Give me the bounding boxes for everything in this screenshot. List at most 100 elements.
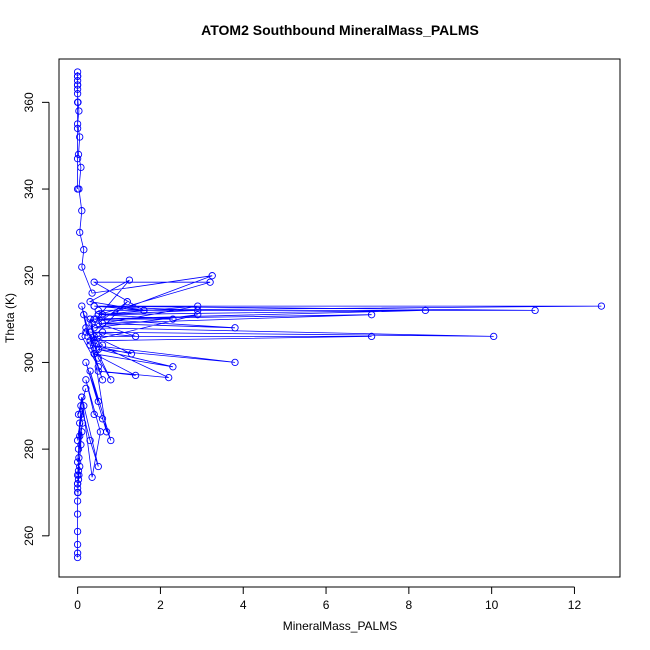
data-point	[94, 306, 102, 315]
data-point	[82, 384, 90, 393]
series-layer	[73, 68, 606, 562]
data-point	[94, 397, 102, 406]
data-point	[490, 332, 498, 341]
y-tick-label: 320	[22, 265, 36, 285]
data-point	[194, 311, 202, 319]
data-point	[131, 371, 140, 380]
data-point	[73, 497, 82, 505]
data-point	[98, 341, 107, 349]
data-point	[92, 345, 100, 354]
data-point	[73, 77, 82, 85]
x-tick-label: 0	[74, 598, 81, 612]
data-point	[73, 510, 82, 518]
data-point	[82, 328, 90, 336]
y-tick-label: 260	[22, 525, 36, 545]
data-point	[74, 150, 83, 159]
data-point	[102, 428, 111, 436]
x-tick-label: 6	[323, 598, 330, 612]
data-point	[86, 337, 94, 345]
data-point	[531, 306, 539, 315]
data-point	[76, 432, 84, 440]
data-point	[90, 337, 98, 345]
data-point	[421, 306, 430, 315]
data-point	[165, 373, 173, 382]
data-point	[88, 289, 96, 297]
data-point	[80, 311, 88, 319]
data-point	[367, 311, 376, 319]
data-point	[78, 302, 86, 310]
data-point	[80, 402, 88, 410]
x-tick-label: 12	[568, 598, 582, 612]
data-point	[78, 207, 86, 215]
chart-title: ATOM2 Southbound MineralMass_PALMS	[201, 22, 479, 38]
data-point	[94, 367, 102, 375]
data-point	[78, 393, 86, 401]
data-point	[90, 278, 98, 286]
data-point	[98, 376, 107, 384]
data-point	[90, 350, 98, 358]
data-point	[86, 367, 94, 375]
data-point	[86, 341, 94, 349]
data-point	[73, 68, 82, 76]
data-point	[73, 458, 82, 466]
data-point	[80, 246, 88, 254]
data-point	[75, 454, 83, 462]
data-point	[131, 332, 140, 341]
x-tick-label: 4	[240, 598, 247, 612]
data-point	[94, 311, 102, 319]
y-tick-label: 360	[22, 92, 36, 112]
data-point	[123, 298, 131, 306]
data-point	[73, 549, 82, 557]
data-point	[73, 98, 82, 106]
plot-frame	[58, 58, 621, 578]
data-point	[76, 228, 84, 237]
data-point	[90, 302, 98, 310]
data-point	[86, 298, 94, 306]
data-point	[73, 488, 82, 497]
data-point	[125, 276, 134, 284]
data-point	[92, 315, 100, 323]
data-point	[77, 410, 85, 419]
data-point	[94, 354, 102, 362]
data-point	[74, 467, 83, 475]
data-point	[76, 419, 84, 427]
data-point	[78, 263, 86, 271]
data-point	[78, 419, 87, 427]
data-point	[88, 473, 96, 481]
data-point	[73, 155, 82, 163]
data-point	[74, 445, 83, 453]
data-point	[140, 306, 148, 315]
data-point	[73, 480, 82, 488]
data-point	[73, 120, 82, 128]
data-point	[231, 324, 239, 332]
x-tick-label: 10	[485, 598, 499, 612]
data-point	[90, 315, 98, 323]
data-point	[94, 462, 102, 471]
data-point	[73, 124, 82, 133]
data-point	[231, 358, 239, 367]
y-tick-label: 280	[22, 439, 36, 459]
series-line	[77, 72, 602, 558]
data-point	[73, 471, 82, 479]
data-point	[90, 324, 98, 332]
data-point	[82, 324, 90, 332]
data-point	[98, 415, 107, 423]
data-point	[73, 85, 82, 93]
data-point	[74, 410, 83, 419]
data-point	[169, 363, 177, 371]
data-point	[169, 315, 177, 323]
data-point	[76, 462, 84, 471]
data-point	[90, 332, 98, 341]
data-point	[73, 81, 82, 89]
data-point	[94, 345, 102, 354]
data-point	[73, 527, 82, 536]
y-axis: 260 280 300 320 340 360	[22, 92, 50, 546]
data-point	[206, 278, 214, 286]
x-axis-label: MineralMass_PALMS	[283, 619, 397, 633]
data-point	[98, 328, 107, 336]
data-point	[73, 540, 82, 549]
y-tick-label: 300	[22, 352, 36, 372]
data-point	[73, 90, 82, 98]
data-point	[208, 272, 216, 280]
